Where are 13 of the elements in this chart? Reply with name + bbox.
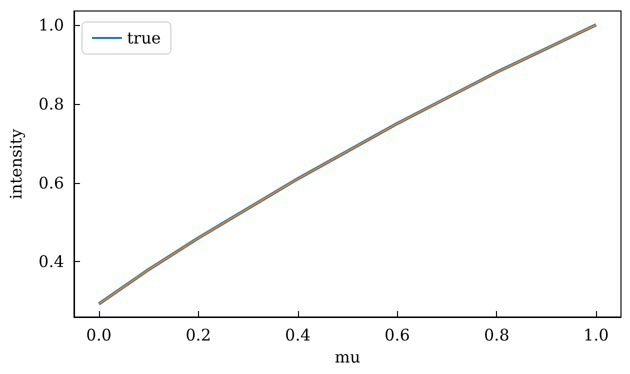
x-tick-label: 0.0 xyxy=(86,326,112,344)
x-tick-label: 0.8 xyxy=(484,326,510,344)
x-axis-title: mu xyxy=(334,348,360,366)
y-tick-label: 1.0 xyxy=(38,15,64,34)
x-tick-label: 0.2 xyxy=(186,326,212,344)
legend-label: true xyxy=(127,28,161,48)
x-tick-label: 0.4 xyxy=(285,326,310,344)
y-tick-label: 0.6 xyxy=(38,173,64,192)
y-tick-label: 0.4 xyxy=(38,252,64,272)
x-tick-label: 0.6 xyxy=(384,326,410,344)
y-axis-title: intensity xyxy=(6,128,26,200)
y-tick-label: 0.8 xyxy=(38,94,64,114)
x-tick-label: 1.0 xyxy=(583,326,609,344)
